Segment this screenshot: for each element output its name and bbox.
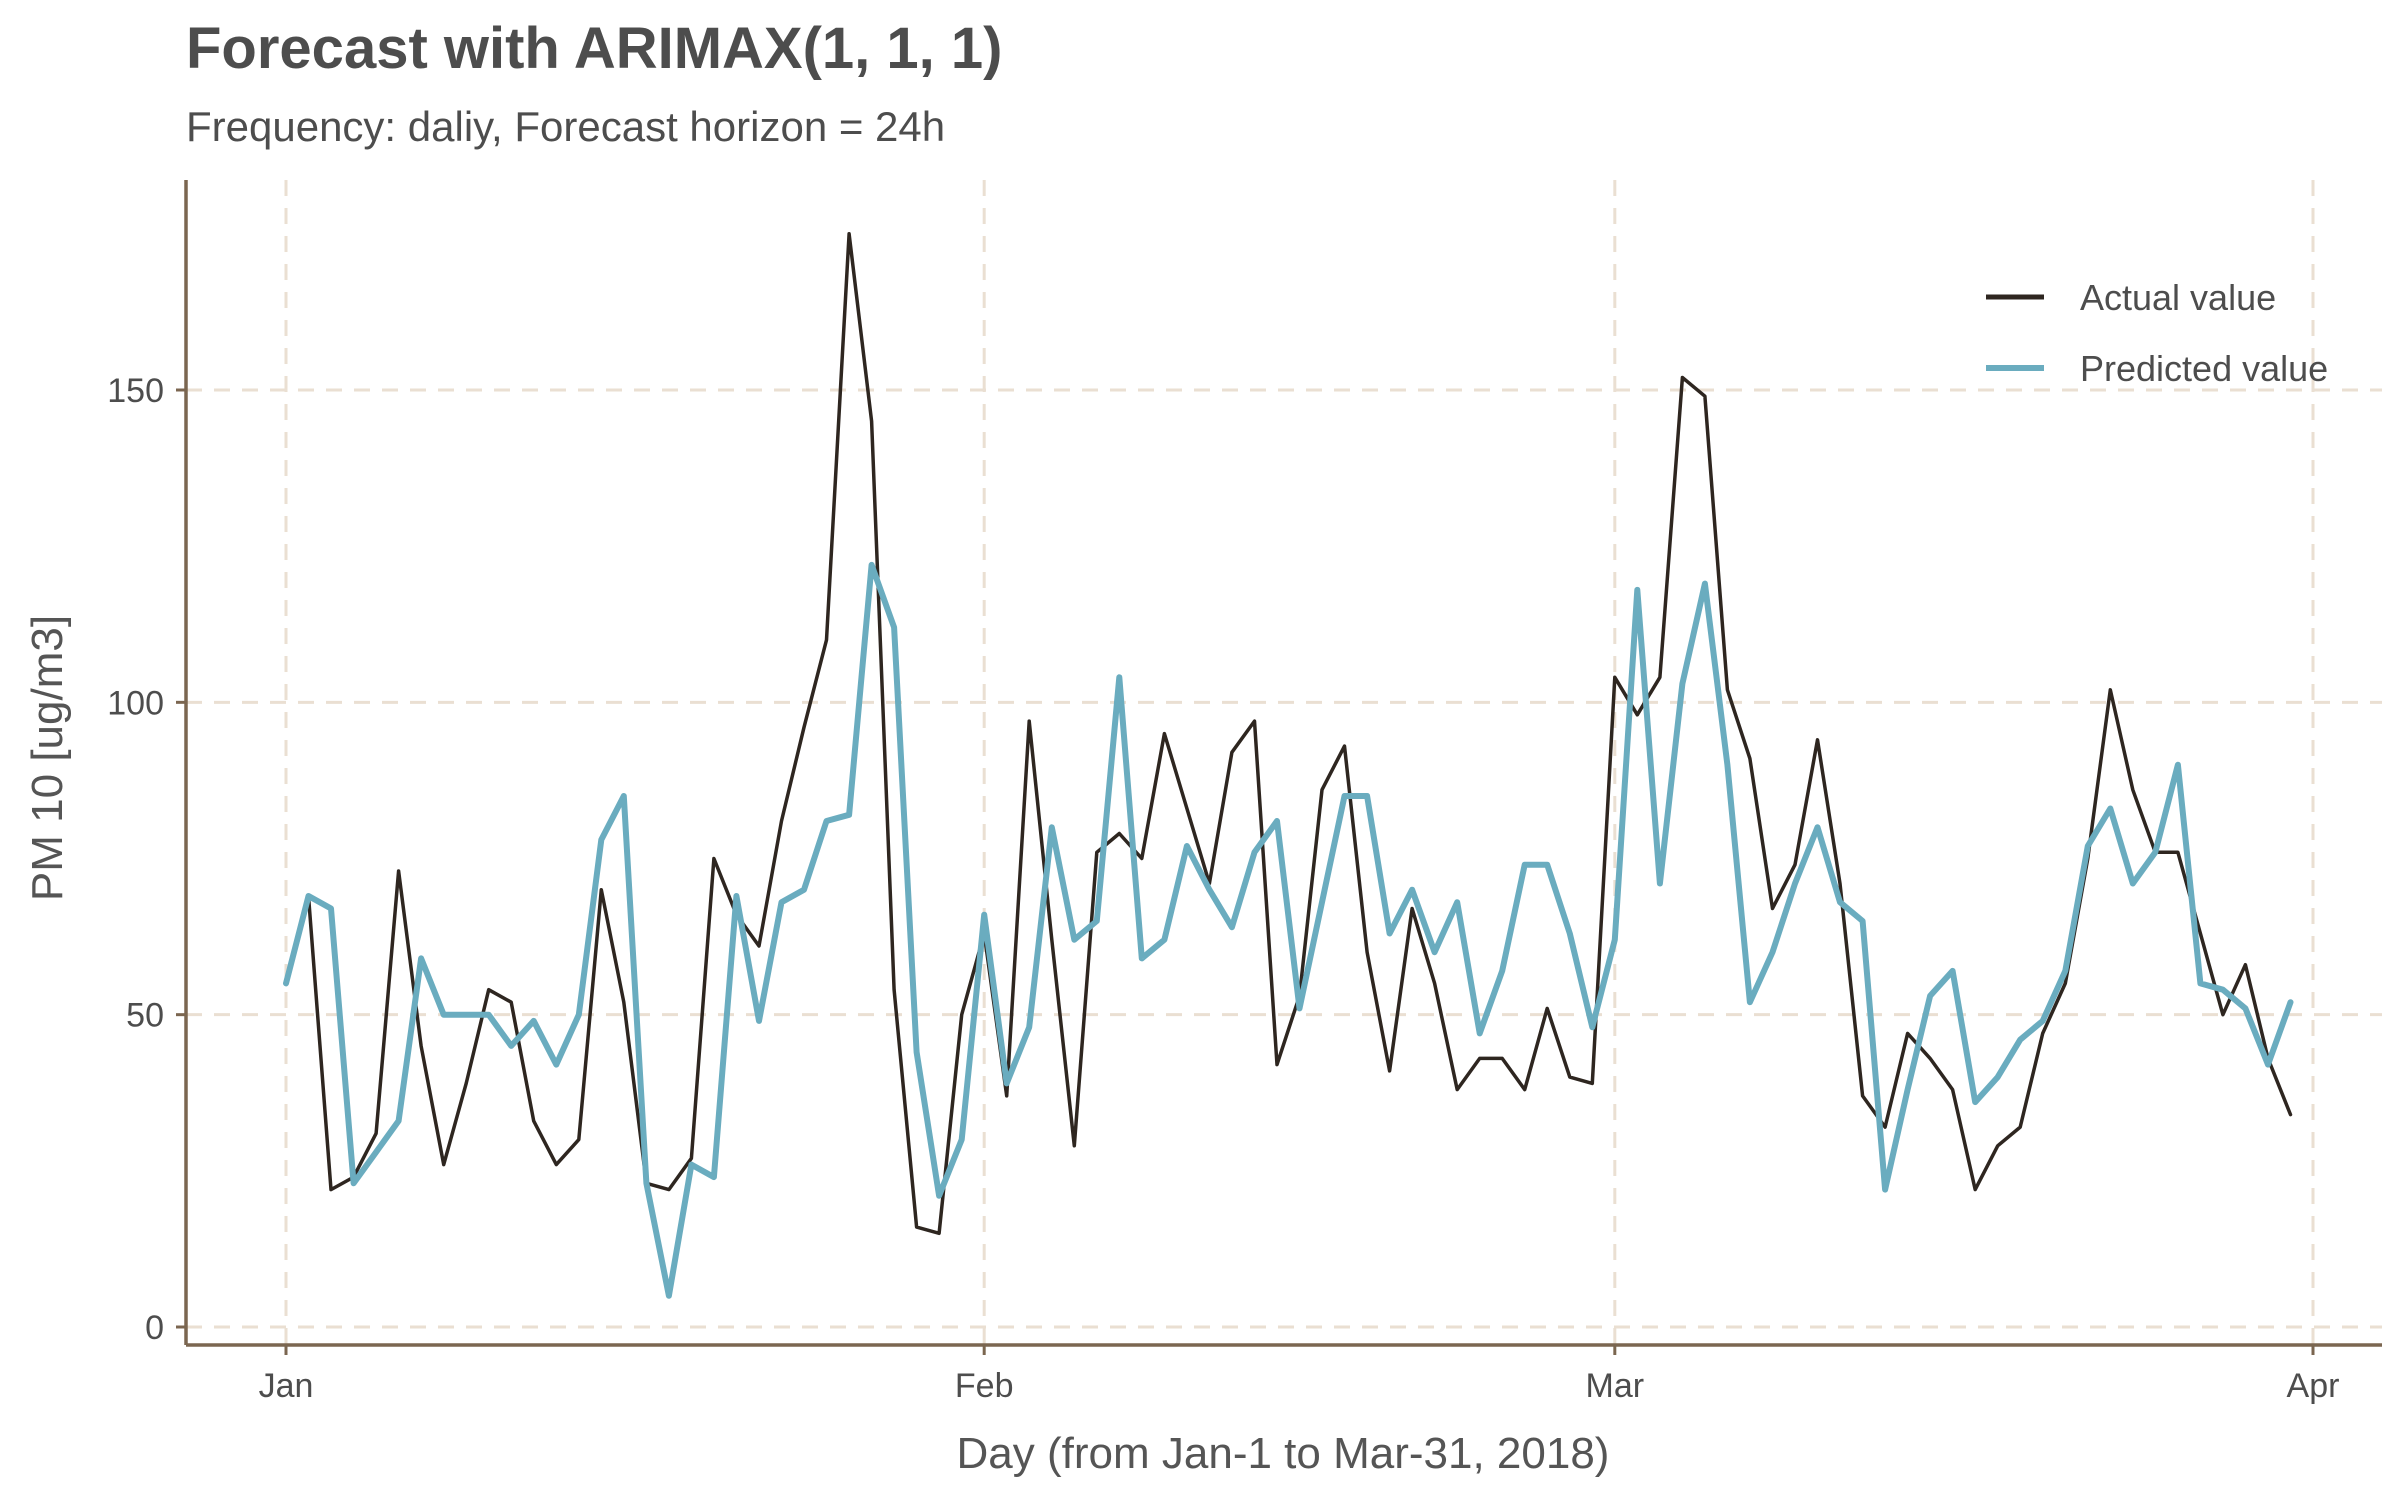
y-tick-label-50: 50 [126, 997, 164, 1035]
legend-label-predicted-value: Predicted value [2080, 348, 2328, 389]
legend-label-actual-value: Actual value [2080, 277, 2276, 318]
series-line-actual-value [284, 232, 2293, 1236]
y-tick-label-0: 0 [145, 1309, 164, 1347]
x-axis-title: Day (from Jan-1 to Mar-31, 2018) [957, 1429, 1610, 1478]
x-tick-label-jan: Jan [259, 1367, 314, 1405]
chart-subtitle: Frequency: daliy, Forecast horizon = 24h [186, 103, 945, 150]
x-tick-labels: Jan Feb Mar Apr [259, 1367, 2340, 1405]
gridlines [186, 180, 2382, 1345]
y-tick-label-150: 150 [107, 372, 164, 410]
series-line-predicted-value [283, 561, 2294, 1299]
x-tick-label-apr: Apr [2287, 1367, 2340, 1405]
x-tick-label-feb: Feb [955, 1367, 1014, 1405]
axes [176, 180, 2382, 1355]
series-lines [283, 232, 2294, 1299]
y-axis-title: PM 10 [ug/m3] [23, 615, 72, 901]
y-tick-labels: 0 50 100 150 [107, 372, 164, 1347]
x-tick-label-mar: Mar [1586, 1367, 1645, 1405]
legend: Actual value Predicted value [1986, 277, 2328, 389]
chart-title: Forecast with ARIMAX(1, 1, 1) [186, 16, 1002, 81]
y-tick-label-100: 100 [107, 684, 164, 722]
